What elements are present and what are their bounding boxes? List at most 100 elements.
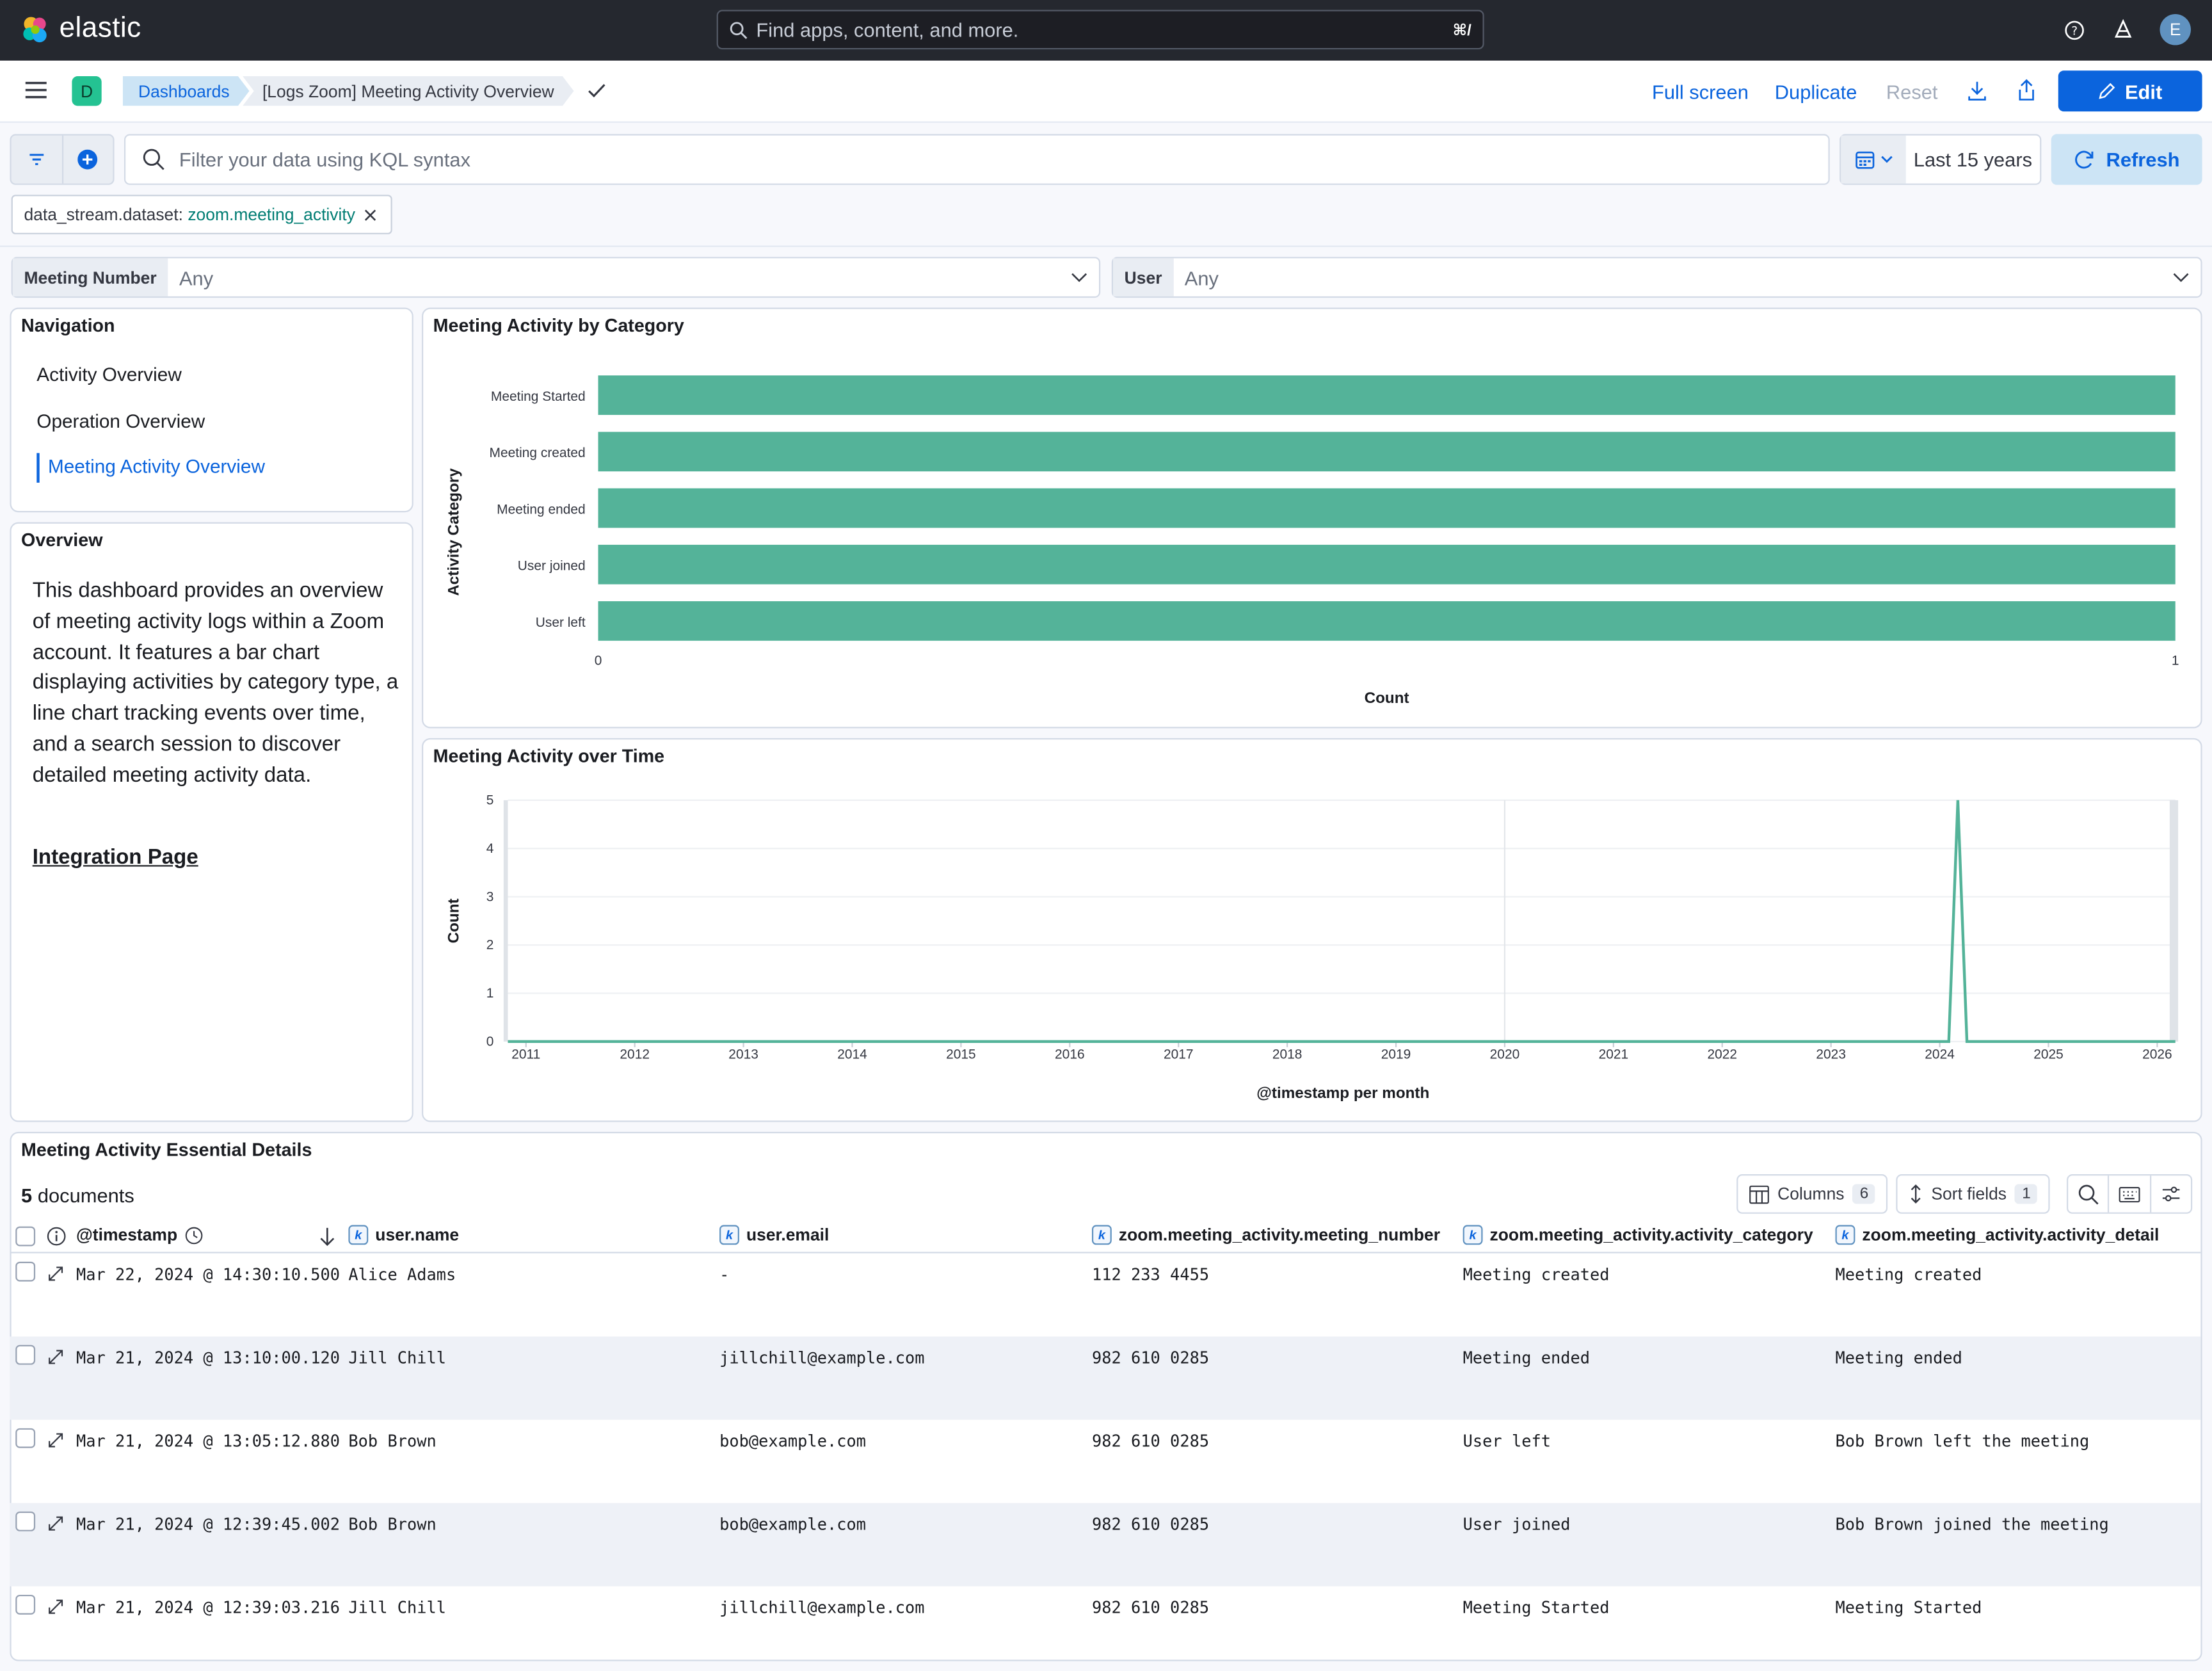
breadcrumb-dashboards[interactable]: Dashboards bbox=[123, 76, 250, 106]
control-label: User bbox=[1113, 258, 1174, 296]
user-avatar[interactable]: E bbox=[2160, 14, 2191, 45]
logo-text: elastic bbox=[59, 12, 141, 44]
kql-search-input[interactable]: Filter your data using KQL syntax bbox=[124, 134, 1830, 185]
refresh-button[interactable]: Refresh bbox=[2051, 134, 2202, 185]
download-icon[interactable] bbox=[1967, 81, 1988, 109]
row-checkbox[interactable] bbox=[15, 1261, 36, 1282]
elastic-logo[interactable]: elastic bbox=[20, 13, 141, 45]
column-header-user-email[interactable]: k user.email bbox=[719, 1225, 829, 1245]
duplicate-button[interactable]: Duplicate bbox=[1774, 80, 1857, 103]
share-icon[interactable] bbox=[2016, 79, 2037, 108]
sort-descending-icon[interactable] bbox=[319, 1227, 335, 1254]
info-icon[interactable] bbox=[47, 1227, 67, 1254]
space-avatar[interactable]: D bbox=[72, 76, 102, 106]
sort-count: 1 bbox=[2015, 1184, 2038, 1204]
keyboard-icon[interactable] bbox=[2110, 1175, 2151, 1213]
row-checkbox[interactable] bbox=[15, 1344, 36, 1365]
column-label: user.email bbox=[746, 1225, 830, 1245]
nav-item-operation-overview[interactable]: Operation Overview bbox=[36, 410, 205, 432]
category-label: User left bbox=[536, 615, 586, 630]
display-settings-icon[interactable] bbox=[2151, 1175, 2190, 1212]
expand-row-icon[interactable] bbox=[48, 1596, 63, 1622]
document-count: 5 documents bbox=[21, 1184, 134, 1206]
column-label: zoom.meeting_activity.activity_detail bbox=[1862, 1225, 2160, 1245]
menu-toggle-icon[interactable] bbox=[25, 81, 48, 108]
bar-meeting-started bbox=[598, 375, 2176, 416]
x-tick-label: 2022 bbox=[1707, 1047, 1737, 1062]
x-tick-label: 2020 bbox=[1490, 1047, 1520, 1062]
x-tick-label: 2012 bbox=[620, 1047, 650, 1062]
nav-item-meeting-activity-overview[interactable]: Meeting Activity Overview bbox=[36, 453, 265, 483]
x-tick-label: 2015 bbox=[946, 1047, 976, 1062]
series-line bbox=[508, 800, 2176, 1044]
table-row[interactable]: Mar 21, 2024 @ 12:39:03.216 Jill Chill jil… bbox=[10, 1586, 2200, 1670]
table-cell-activity-category: Meeting created bbox=[1463, 1264, 1610, 1285]
x-tick-label: 2025 bbox=[2033, 1047, 2064, 1062]
table-cell-activity-category: Meeting ended bbox=[1463, 1348, 1591, 1368]
newsfeed-icon[interactable] bbox=[2110, 17, 2136, 42]
table-cell-meeting-number: 982 610 0285 bbox=[1091, 1514, 1210, 1535]
y-tick-label: 0 bbox=[486, 1034, 494, 1049]
table-cell-meeting-number: 112 233 4455 bbox=[1091, 1264, 1210, 1285]
bar-chart-panel: Meeting Activity by Category Meeting Sta… bbox=[422, 307, 2202, 729]
time-range-label[interactable]: Last 15 years bbox=[1913, 148, 2033, 171]
panel-title: Navigation bbox=[21, 314, 115, 336]
select-all-checkbox[interactable] bbox=[15, 1226, 36, 1247]
column-header-meeting-number[interactable]: k zoom.meeting_activity.meeting_number bbox=[1091, 1225, 1440, 1245]
column-header-activity-detail[interactable]: k zoom.meeting_activity.activity_detail bbox=[1835, 1225, 2160, 1245]
row-checkbox[interactable] bbox=[15, 1511, 36, 1531]
date-picker[interactable]: Last 15 years bbox=[1839, 134, 2042, 185]
kql-placeholder: Filter your data using KQL syntax bbox=[179, 148, 470, 171]
x-tick-label: 0 bbox=[595, 653, 602, 668]
row-checkbox[interactable] bbox=[15, 1428, 36, 1448]
y-tick-label: 5 bbox=[486, 793, 494, 808]
columns-button[interactable]: Columns 6 bbox=[1736, 1174, 1889, 1214]
clock-icon bbox=[185, 1226, 202, 1244]
column-header-activity-category[interactable]: k zoom.meeting_activity.activity_category bbox=[1463, 1225, 1813, 1245]
expand-row-icon[interactable] bbox=[48, 1430, 63, 1455]
column-header-timestamp[interactable]: @timestamp bbox=[76, 1225, 203, 1245]
category-label: User joined bbox=[518, 559, 586, 574]
chevron-down-icon bbox=[1059, 258, 1099, 296]
search-icon[interactable] bbox=[2068, 1175, 2110, 1213]
expand-row-icon[interactable] bbox=[48, 1513, 63, 1538]
integration-page-link[interactable]: Integration Page bbox=[32, 845, 198, 869]
control-meeting-number[interactable]: Meeting Number Any bbox=[11, 257, 1101, 298]
filter-menu-button[interactable] bbox=[12, 136, 61, 184]
table-row[interactable]: Mar 21, 2024 @ 12:39:45.002 Bob Brown bob@… bbox=[10, 1503, 2201, 1586]
table-row[interactable]: Mar 21, 2024 @ 13:05:12.880 Bob Brown bob@… bbox=[10, 1420, 2200, 1503]
close-icon[interactable] bbox=[364, 208, 376, 221]
refresh-icon bbox=[2075, 150, 2094, 168]
edit-button[interactable]: Edit bbox=[2058, 70, 2202, 112]
nav-item-activity-overview[interactable]: Activity Overview bbox=[36, 364, 182, 385]
table-icon bbox=[1749, 1184, 1769, 1204]
keyword-type-icon: k bbox=[348, 1225, 369, 1245]
table-row[interactable]: Mar 22, 2024 @ 14:30:10.500 Alice Adams - 1… bbox=[10, 1254, 2200, 1337]
column-label: zoom.meeting_activity.activity_category bbox=[1489, 1225, 1813, 1245]
global-search-input[interactable]: Find apps, content, and more. ⌘/ bbox=[716, 10, 1484, 50]
keyword-type-icon: k bbox=[1463, 1225, 1483, 1245]
document-count-number: 5 bbox=[21, 1184, 33, 1207]
add-filter-button[interactable] bbox=[63, 136, 113, 184]
row-checkbox[interactable] bbox=[15, 1594, 36, 1615]
expand-row-icon[interactable] bbox=[48, 1263, 63, 1289]
filter-icon bbox=[29, 154, 44, 165]
expand-row-icon[interactable] bbox=[48, 1346, 63, 1372]
quick-menu-button[interactable] bbox=[1841, 135, 1906, 184]
table-cell-activity-detail: Meeting created bbox=[1835, 1264, 1982, 1285]
column-header-user-name[interactable]: k user.name bbox=[348, 1225, 459, 1245]
control-user[interactable]: User Any bbox=[1111, 257, 2202, 298]
x-tick-label: 2018 bbox=[1272, 1047, 1302, 1062]
table-cell-activity-category: User left bbox=[1463, 1431, 1551, 1451]
full-screen-button[interactable]: Full screen bbox=[1652, 80, 1749, 103]
overview-panel: Overview This dashboard provides an over… bbox=[10, 522, 413, 1122]
filter-pill[interactable]: data_stream.dataset: zoom.meeting_activi… bbox=[11, 195, 392, 234]
query-button-group bbox=[10, 134, 115, 185]
help-icon[interactable]: ? bbox=[2061, 17, 2087, 42]
line-chart-panel: Meeting Activity over Time 0 1 2 3 4 5 2011 201… bbox=[422, 738, 2202, 1122]
table-row[interactable]: Mar 21, 2024 @ 13:10:00.120 Jill Chill jil… bbox=[10, 1336, 2201, 1420]
reset-button[interactable]: Reset bbox=[1886, 80, 1938, 103]
sort-fields-button[interactable]: Sort fields 1 bbox=[1896, 1174, 2051, 1214]
line-chart: 0 1 2 3 4 5 2011 2012 2013 2014 2015 2016 2017 2018 20… bbox=[445, 793, 2179, 1102]
table-cell-timestamp: Mar 21, 2024 @ 13:10:00.120 bbox=[76, 1348, 341, 1368]
